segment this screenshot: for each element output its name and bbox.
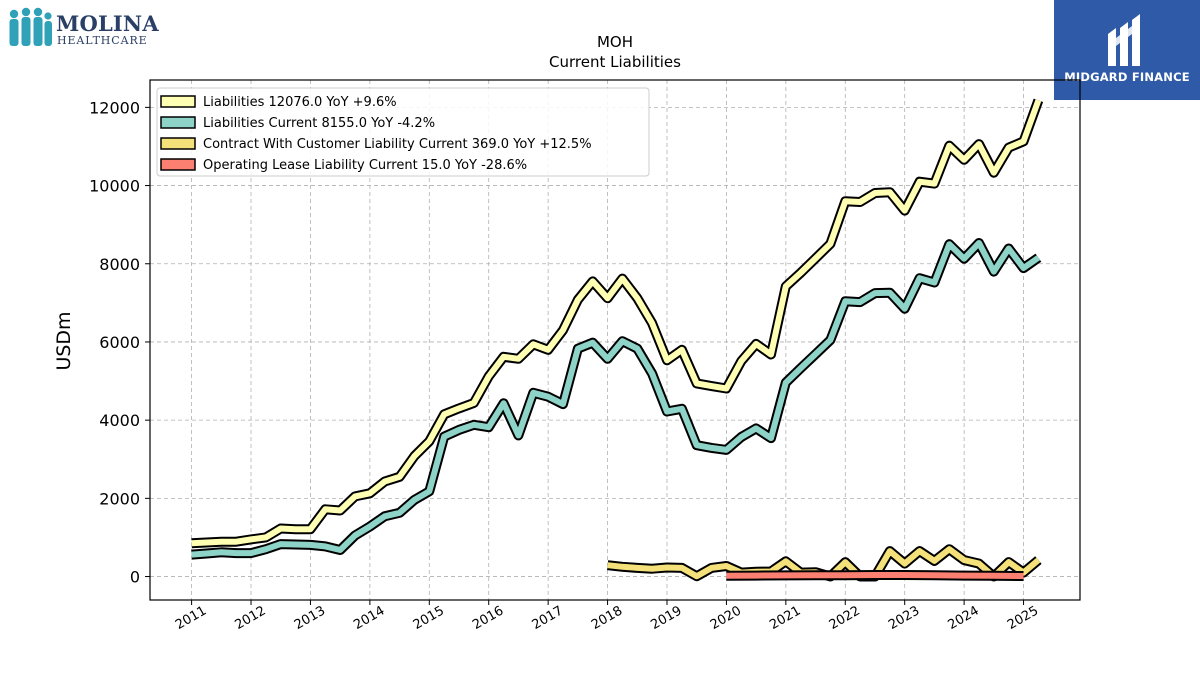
plot-frame bbox=[149, 79, 1081, 601]
legend-item: Liabilities 12076.0 YoY +9.6% bbox=[160, 95, 397, 110]
series-1 bbox=[191, 238, 1042, 560]
series-line bbox=[191, 99, 1042, 547]
legend-item: Contract With Customer Liability Current… bbox=[160, 137, 592, 152]
y-tick-label: 10000 bbox=[89, 177, 140, 196]
series-line bbox=[726, 572, 1024, 579]
x-tick-label: 2020 bbox=[708, 603, 744, 633]
legend-item: Liabilities Current 8155.0 YoY -4.2% bbox=[160, 116, 435, 131]
chart-subtitle: Current Liabilities bbox=[549, 53, 681, 71]
legend-swatch bbox=[160, 158, 196, 171]
x-tick-label: 2013 bbox=[292, 603, 328, 633]
y-tick-label: 12000 bbox=[89, 98, 140, 117]
x-tick-label: 2023 bbox=[886, 603, 922, 633]
molina-brand-sub: HEALTHCARE bbox=[57, 34, 148, 47]
x-tick-label: 2012 bbox=[232, 603, 268, 633]
x-tick-label: 2011 bbox=[173, 603, 209, 633]
x-tick-label: 2016 bbox=[470, 603, 506, 633]
x-tick-label: 2025 bbox=[1005, 603, 1041, 633]
x-tick-label: 2021 bbox=[767, 603, 803, 633]
x-tick-label: 2015 bbox=[411, 603, 447, 633]
molina-people-icon bbox=[9, 7, 52, 46]
molina-brand-name: MOLINA bbox=[56, 11, 159, 36]
midgard-m-icon bbox=[1108, 14, 1140, 66]
legend-item: Operating Lease Liability Current 15.0 Y… bbox=[160, 158, 527, 173]
legend-label: Contract With Customer Liability Current… bbox=[203, 137, 592, 152]
y-tick-label: 6000 bbox=[99, 333, 140, 352]
x-tick-label: 2024 bbox=[946, 603, 982, 633]
midgard-brand-name: MIDGARD FINANCE bbox=[1064, 70, 1190, 84]
series-3 bbox=[726, 570, 1024, 581]
legend-label: Liabilities 12076.0 YoY +9.6% bbox=[203, 95, 397, 110]
x-tick-label: 2019 bbox=[648, 603, 684, 633]
y-tick-label: 2000 bbox=[99, 489, 140, 508]
y-tick-label: 0 bbox=[130, 568, 140, 587]
x-tick-label: 2014 bbox=[351, 603, 387, 633]
legend-box bbox=[156, 87, 650, 177]
legend-label: Liabilities Current 8155.0 YoY -4.2% bbox=[203, 116, 435, 131]
chart-legend: Liabilities 12076.0 YoY +9.6% Liabilities… bbox=[156, 87, 650, 177]
molina-logo: MOLINA HEALTHCARE bbox=[6, 4, 159, 50]
chart-title: MOH bbox=[596, 33, 634, 51]
midgard-logo: MIDGARD FINANCE bbox=[1054, 0, 1200, 100]
x-tick-label: 2022 bbox=[827, 603, 863, 633]
legend-swatch bbox=[160, 95, 196, 108]
legend-label: Operating Lease Liability Current 15.0 Y… bbox=[203, 158, 527, 173]
y-tick-label: 8000 bbox=[99, 255, 140, 274]
y-tick-label: 4000 bbox=[99, 411, 140, 430]
chart-series bbox=[191, 98, 1044, 582]
y-axis-label: USDm bbox=[53, 311, 75, 370]
legend-swatch bbox=[160, 137, 196, 150]
series-line bbox=[191, 240, 1041, 558]
x-tick-label: 2018 bbox=[589, 603, 625, 633]
series-0 bbox=[191, 98, 1044, 549]
legend-swatch bbox=[160, 116, 196, 129]
x-tick-label: 2017 bbox=[530, 603, 566, 633]
